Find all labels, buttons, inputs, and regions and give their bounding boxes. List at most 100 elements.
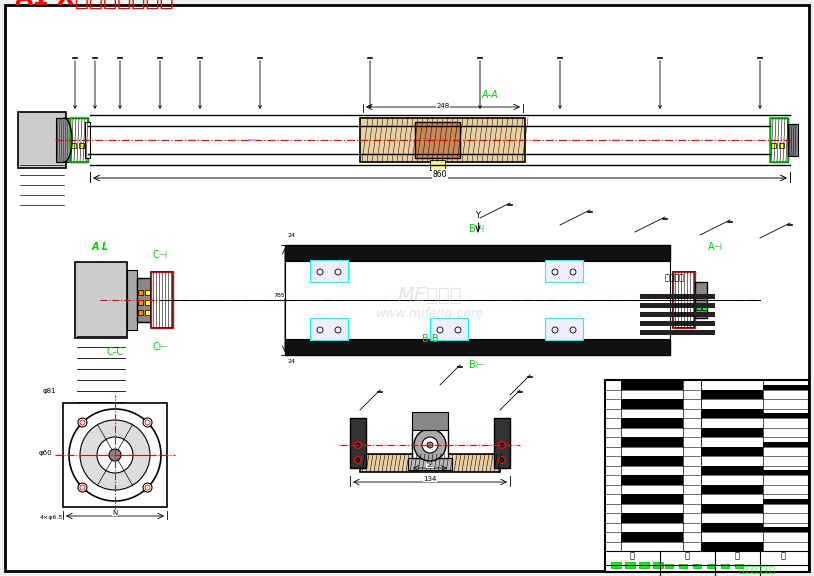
Text: 技术要求: 技术要求 — [665, 273, 685, 282]
Circle shape — [97, 437, 133, 473]
Text: A⊣: A⊣ — [707, 242, 723, 252]
Text: 860: 860 — [433, 170, 447, 179]
Text: 材: 材 — [629, 551, 634, 560]
Bar — [640, 312, 715, 317]
Text: 描: 描 — [685, 551, 689, 560]
Bar — [285, 245, 670, 261]
Text: www.mifeng.com: www.mifeng.com — [376, 308, 484, 320]
Bar — [707, 564, 715, 568]
Bar — [702, 305, 707, 310]
Bar — [145, 290, 150, 295]
Circle shape — [143, 418, 152, 427]
Bar — [763, 527, 809, 532]
Text: A L: A L — [91, 242, 108, 252]
Bar — [430, 318, 468, 340]
Bar — [360, 454, 500, 472]
Bar — [621, 532, 683, 541]
Bar — [693, 564, 701, 568]
Bar — [79, 143, 84, 148]
Text: 核: 核 — [781, 551, 786, 560]
Circle shape — [80, 420, 150, 490]
Bar — [621, 437, 683, 446]
Bar — [673, 272, 695, 328]
Text: Y: Y — [475, 211, 480, 220]
Bar — [430, 160, 445, 170]
Text: ME沐风网: ME沐风网 — [398, 286, 462, 305]
Bar — [696, 305, 701, 310]
Bar — [770, 118, 788, 162]
Text: B⊢: B⊢ — [470, 360, 484, 370]
Bar — [701, 503, 763, 513]
Bar — [360, 118, 525, 162]
Bar — [285, 261, 670, 339]
Bar — [788, 124, 798, 156]
Bar — [621, 494, 683, 503]
Bar — [621, 456, 683, 465]
Bar — [145, 310, 150, 315]
Bar — [545, 318, 583, 340]
Text: B-B: B-B — [422, 334, 438, 344]
Bar — [63, 403, 167, 507]
Bar — [640, 294, 715, 299]
Bar — [18, 112, 66, 168]
Bar — [137, 278, 151, 322]
Bar — [701, 389, 763, 399]
Circle shape — [422, 437, 438, 453]
Bar — [673, 272, 695, 328]
Text: N: N — [112, 510, 118, 516]
Text: A-A: A-A — [482, 90, 498, 100]
Bar — [621, 475, 683, 484]
Circle shape — [69, 409, 161, 501]
Text: 数控装调龙门铣床: 数控装调龙门铣床 — [738, 565, 776, 574]
Text: C⊢: C⊢ — [152, 342, 168, 352]
Bar — [640, 330, 715, 335]
Circle shape — [143, 483, 152, 492]
Bar — [85, 122, 90, 158]
Bar — [625, 562, 635, 568]
Bar — [310, 260, 348, 282]
Bar — [679, 564, 687, 568]
Text: 26: 26 — [426, 463, 434, 468]
Bar — [408, 458, 452, 470]
Text: 785: 785 — [274, 293, 285, 298]
Text: φ60: φ60 — [38, 450, 52, 456]
Bar — [701, 484, 763, 494]
Bar — [701, 427, 763, 437]
Bar — [701, 465, 763, 475]
Bar — [621, 513, 683, 522]
Bar — [763, 413, 809, 418]
Text: 24: 24 — [288, 233, 296, 238]
Text: 4×φ6.5: 4×φ6.5 — [39, 515, 63, 520]
Circle shape — [109, 449, 121, 461]
Circle shape — [414, 429, 446, 461]
Bar — [763, 442, 809, 446]
Bar — [71, 143, 76, 148]
Bar — [415, 122, 460, 158]
Bar — [412, 412, 448, 430]
Bar — [494, 418, 510, 468]
Bar — [75, 262, 127, 338]
Bar — [770, 118, 788, 162]
Text: 24: 24 — [288, 359, 296, 364]
Bar — [611, 562, 621, 568]
Bar — [621, 399, 683, 408]
Bar — [145, 300, 150, 305]
Bar — [653, 562, 663, 568]
Bar — [639, 562, 649, 568]
Text: C-C: C-C — [107, 347, 124, 357]
Bar — [56, 118, 70, 162]
Bar — [701, 408, 763, 418]
Circle shape — [78, 418, 87, 427]
Bar — [310, 318, 348, 340]
Bar — [701, 522, 763, 532]
Bar — [350, 418, 366, 468]
Text: A1-X轴进给系统部件: A1-X轴进给系统部件 — [15, 0, 175, 10]
Bar — [605, 380, 809, 572]
Text: B⊣: B⊣ — [470, 224, 484, 234]
Bar — [545, 260, 583, 282]
Bar — [701, 446, 763, 456]
Bar — [763, 385, 809, 389]
Bar — [665, 564, 673, 568]
Text: φ81: φ81 — [42, 388, 56, 394]
Text: 审: 审 — [734, 551, 739, 560]
